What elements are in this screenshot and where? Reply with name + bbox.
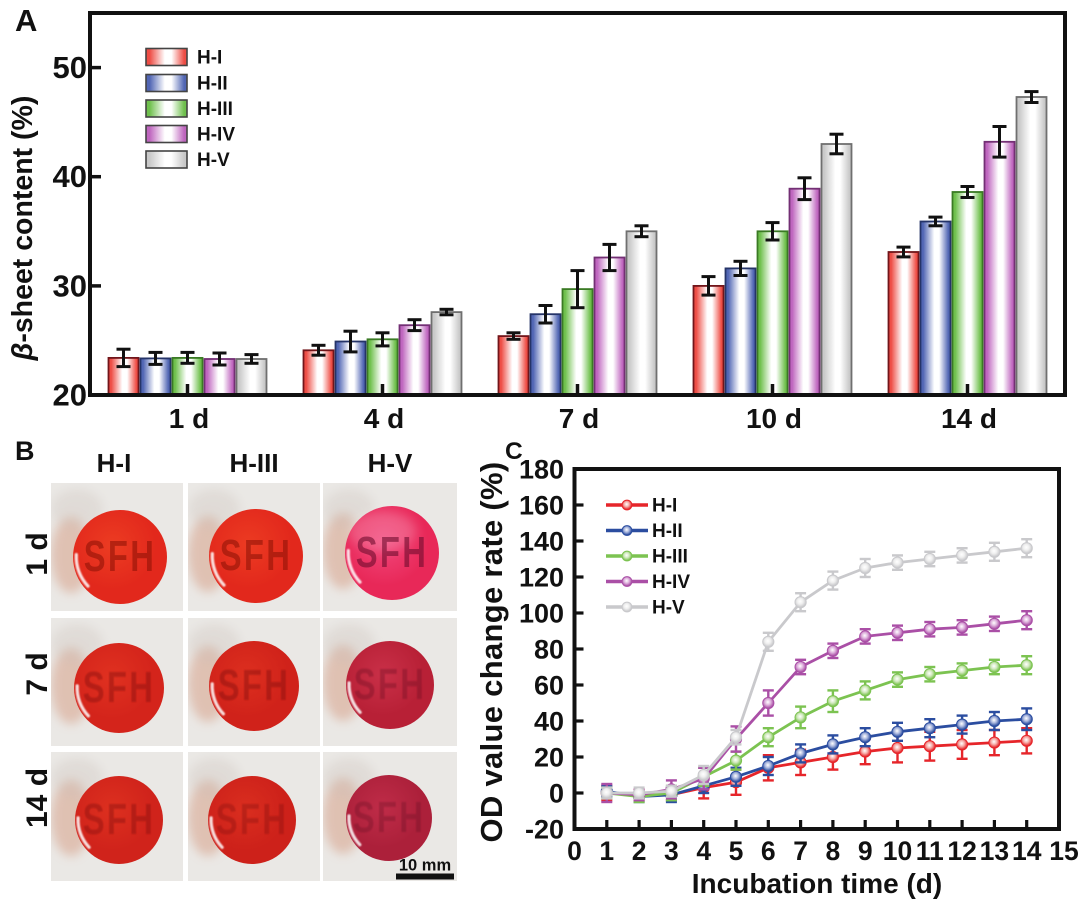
svg-text:A: A bbox=[15, 3, 37, 38]
svg-text:7 d: 7 d bbox=[21, 652, 54, 695]
svg-text:H-II: H-II bbox=[652, 521, 683, 542]
svg-text:0: 0 bbox=[549, 779, 564, 809]
svg-text:SFH: SFH bbox=[218, 662, 291, 711]
svg-text:3: 3 bbox=[664, 836, 679, 866]
svg-text:160: 160 bbox=[519, 491, 564, 521]
svg-text:14 d: 14 d bbox=[21, 768, 54, 828]
svg-text:20: 20 bbox=[534, 743, 564, 773]
svg-text:SFH: SFH bbox=[83, 796, 156, 845]
svg-text:10: 10 bbox=[883, 836, 912, 866]
svg-text:140: 140 bbox=[519, 527, 564, 557]
svg-text:120: 120 bbox=[519, 563, 564, 593]
svg-text:11: 11 bbox=[916, 836, 944, 866]
svg-text:SFH: SFH bbox=[216, 796, 289, 845]
svg-text:1 d: 1 d bbox=[169, 403, 209, 434]
svg-text:H-V: H-V bbox=[368, 448, 413, 478]
svg-text:H-V: H-V bbox=[652, 598, 685, 619]
svg-text:C: C bbox=[505, 438, 523, 465]
svg-text:7 d: 7 d bbox=[559, 403, 599, 434]
svg-text:5: 5 bbox=[729, 836, 744, 866]
svg-text:β-sheet content (%): β-sheet content (%) bbox=[7, 96, 39, 362]
svg-text:1 d: 1 d bbox=[21, 532, 54, 575]
svg-text:180: 180 bbox=[519, 455, 564, 485]
svg-text:8: 8 bbox=[826, 836, 841, 866]
svg-text:30: 30 bbox=[53, 268, 87, 303]
svg-text:H-I: H-I bbox=[97, 448, 132, 478]
svg-text:100: 100 bbox=[519, 599, 564, 629]
svg-text:H-V: H-V bbox=[197, 150, 230, 171]
svg-text:SFH: SFH bbox=[356, 529, 429, 578]
svg-text:-20: -20 bbox=[525, 815, 564, 845]
svg-text:H-I: H-I bbox=[197, 48, 222, 69]
svg-text:H-IV: H-IV bbox=[197, 125, 235, 146]
svg-text:H-III: H-III bbox=[229, 448, 278, 478]
svg-text:9: 9 bbox=[858, 836, 873, 866]
svg-text:0: 0 bbox=[567, 836, 582, 866]
svg-text:40: 40 bbox=[53, 159, 87, 194]
svg-text:10 mm: 10 mm bbox=[399, 857, 451, 875]
svg-text:7: 7 bbox=[793, 836, 808, 866]
svg-text:12: 12 bbox=[947, 836, 976, 866]
svg-text:H-IV: H-IV bbox=[652, 572, 690, 593]
svg-text:H-III: H-III bbox=[197, 99, 233, 120]
svg-text:4 d: 4 d bbox=[364, 403, 404, 434]
svg-text:80: 80 bbox=[534, 635, 564, 665]
svg-text:Incubation time (d): Incubation time (d) bbox=[692, 868, 942, 899]
svg-text:SFH: SFH bbox=[354, 661, 427, 710]
svg-text:40: 40 bbox=[534, 707, 564, 737]
svg-text:60: 60 bbox=[534, 671, 564, 701]
svg-text:H-III: H-III bbox=[652, 547, 688, 568]
svg-text:H-I: H-I bbox=[652, 496, 677, 517]
svg-text:50: 50 bbox=[53, 50, 87, 85]
svg-text:OD value change rate (%): OD value change rate (%) bbox=[474, 461, 509, 842]
svg-text:6: 6 bbox=[761, 836, 776, 866]
svg-text:SFH: SFH bbox=[84, 533, 157, 582]
svg-text:1: 1 bbox=[599, 836, 614, 866]
svg-text:H-II: H-II bbox=[197, 74, 228, 95]
svg-text:14: 14 bbox=[1012, 836, 1042, 866]
svg-text:13: 13 bbox=[980, 836, 1009, 866]
svg-text:20: 20 bbox=[53, 378, 87, 413]
svg-text:B: B bbox=[15, 436, 35, 466]
svg-text:14 d: 14 d bbox=[941, 403, 997, 434]
svg-text:15: 15 bbox=[1049, 836, 1078, 866]
svg-text:SFH: SFH bbox=[220, 532, 293, 581]
svg-text:SFH: SFH bbox=[353, 794, 426, 843]
svg-text:4: 4 bbox=[696, 836, 711, 866]
svg-text:10 d: 10 d bbox=[746, 403, 802, 434]
svg-text:2: 2 bbox=[632, 836, 647, 866]
svg-text:SFH: SFH bbox=[83, 664, 156, 713]
